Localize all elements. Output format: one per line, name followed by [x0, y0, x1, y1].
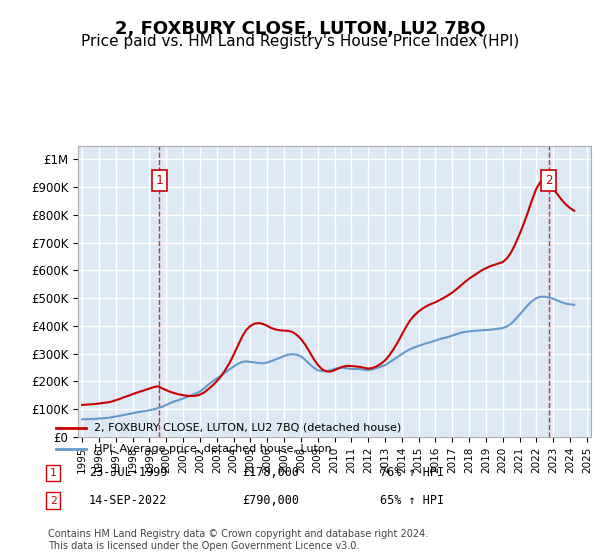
Text: 14-SEP-2022: 14-SEP-2022 — [89, 494, 167, 507]
Text: 2: 2 — [545, 174, 553, 187]
Text: 2, FOXBURY CLOSE, LUTON, LU2 7BQ (detached house): 2, FOXBURY CLOSE, LUTON, LU2 7BQ (detach… — [94, 423, 401, 433]
Text: £178,000: £178,000 — [242, 466, 299, 479]
Text: 65% ↑ HPI: 65% ↑ HPI — [380, 494, 443, 507]
Text: Contains HM Land Registry data © Crown copyright and database right 2024.
This d: Contains HM Land Registry data © Crown c… — [48, 529, 428, 551]
Text: £790,000: £790,000 — [242, 494, 299, 507]
Text: 23-JUL-1999: 23-JUL-1999 — [89, 466, 167, 479]
Text: 1: 1 — [155, 174, 163, 187]
Text: 2: 2 — [50, 496, 56, 506]
Text: HPI: Average price, detached house, Luton: HPI: Average price, detached house, Luto… — [94, 444, 332, 454]
Text: 76% ↑ HPI: 76% ↑ HPI — [380, 466, 443, 479]
Text: Price paid vs. HM Land Registry's House Price Index (HPI): Price paid vs. HM Land Registry's House … — [81, 34, 519, 49]
Text: 2, FOXBURY CLOSE, LUTON, LU2 7BQ: 2, FOXBURY CLOSE, LUTON, LU2 7BQ — [115, 20, 485, 38]
Text: 1: 1 — [50, 468, 56, 478]
